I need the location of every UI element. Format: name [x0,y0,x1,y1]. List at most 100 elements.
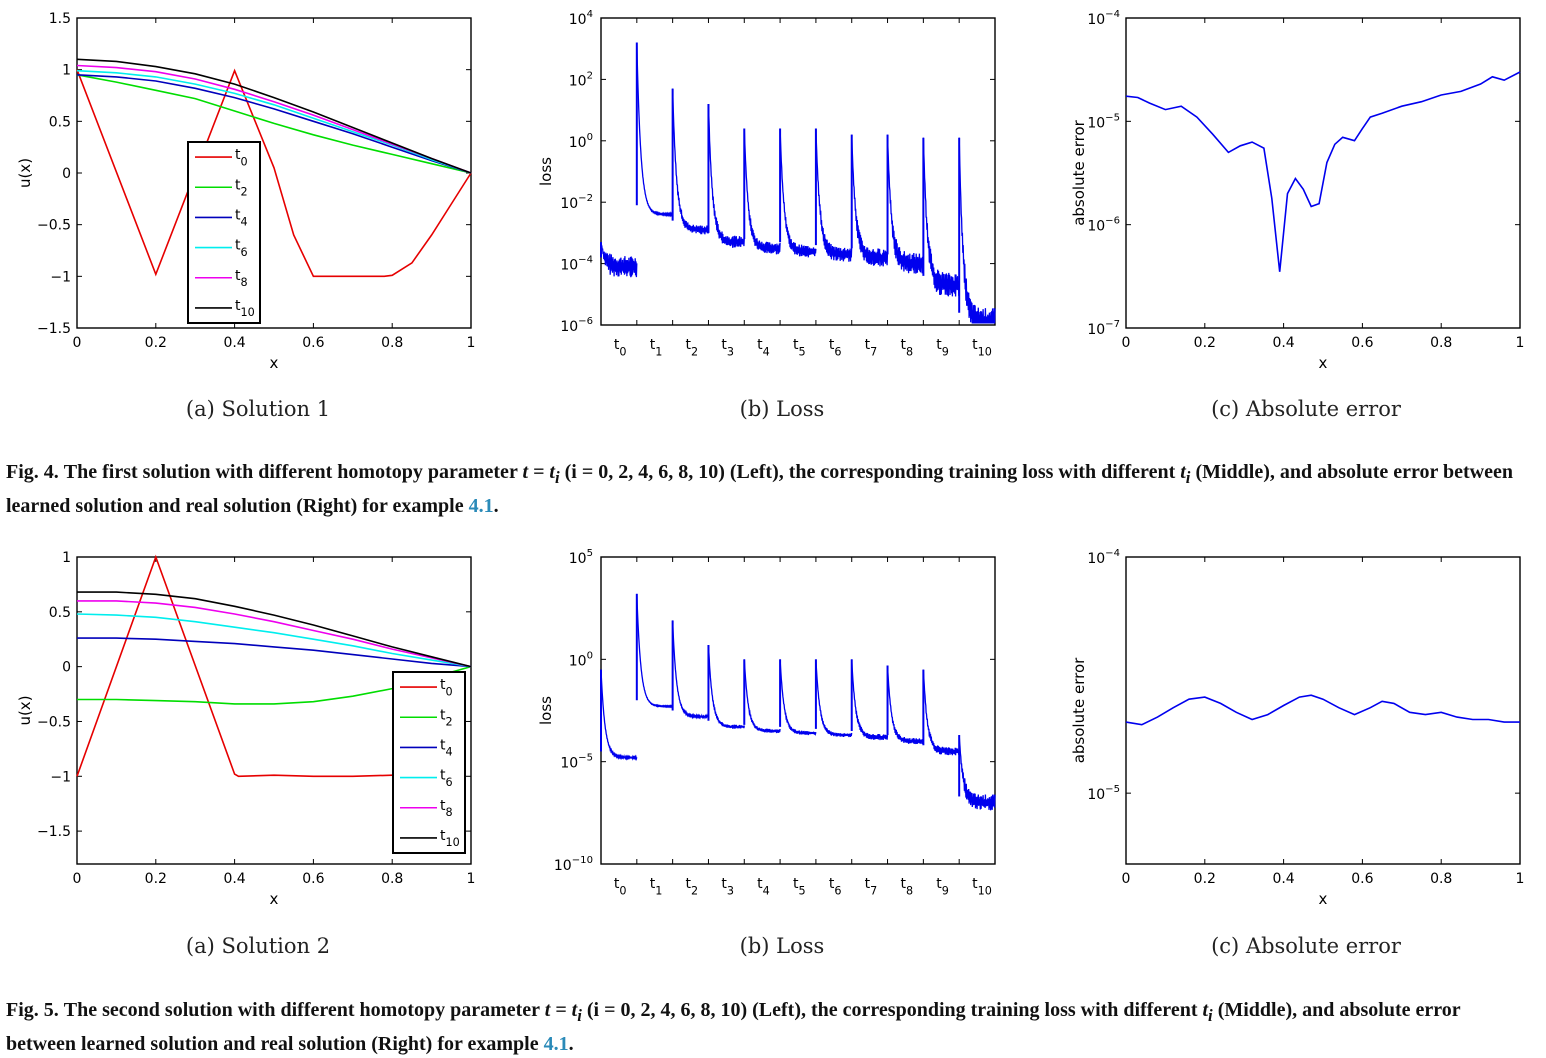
x-tick-label: 0.8 [381,871,403,887]
x-tick-label: 0.6 [1351,335,1373,351]
legend-label-t0: t0 [235,147,248,168]
loss-segment-10 [958,735,996,811]
y-axis-label: loss [537,157,555,186]
example-link[interactable]: 4.1 [543,1033,569,1055]
loss-segment-8 [886,134,925,274]
loss-segment-10 [958,137,996,324]
legend-label-t8: t8 [440,798,453,819]
x-tick-label: t4 [757,337,770,358]
chart-loss-2: 10−10 10−5 100 105 loss t0 t1 t2 t3 t4 t5 t6 t7 t8 t9 t… [537,548,996,897]
plot-frame [600,17,996,326]
x-tick-label: t5 [793,876,806,897]
loss-segment-0 [600,669,638,761]
caption-text: The first solution with different homoto… [6,461,1514,517]
legend-label-t6: t6 [440,768,453,789]
loss-segment-6 [815,659,853,738]
legend-label-t10: t10 [440,828,460,849]
loss-segment-9 [922,137,960,297]
x-tick-label: t9 [936,337,949,358]
example-link[interactable]: 4.1 [468,495,494,517]
figure-caption-5: Fig. 5. The second solution with differe… [6,996,1534,1058]
y-axis-label: u(x) [16,695,34,725]
y-tick-label: 0.5 [49,114,71,130]
legend-box [187,141,261,324]
x-tick-label: t10 [972,337,992,358]
plot-frame [1125,556,1521,865]
y-tick-label: 10−4 [1087,9,1120,28]
loss-segment-5 [779,128,817,258]
loss-segment-8 [886,665,925,745]
x-axis-label: x [1319,890,1328,908]
loss-segment-9 [922,669,960,756]
x-tick-label: 0.2 [145,335,167,351]
x-tick-label: 0 [73,871,82,887]
plot-frame [600,556,996,865]
y-tick-label: −1.5 [37,321,71,337]
subcaption-5a: (a) Solution 2 [185,934,331,958]
subcaption-4b: (b) Loss [739,397,825,421]
x-tick-label: t4 [757,876,770,897]
legend-label-t4: t4 [235,207,248,228]
chart-abs-error-2: 10−5 10−4 0 0.2 0.4 0.6 0.8 1 x absolute error [1070,548,1524,908]
legend-label-t6: t6 [235,238,248,259]
x-tick-label: t3 [721,876,734,897]
x-tick-label: t0 [614,337,627,358]
y-tick-label: 1.5 [49,11,71,27]
y-tick-label: −0.5 [37,714,71,730]
chart-abs-error-1: 10−7 10−6 10−5 10−4 0 0.2 0.4 0.6 0.8 1 x absolute … [1070,9,1525,372]
series-line-t4 [77,637,472,668]
x-tick-label: 1 [1516,335,1525,351]
x-tick-label: t7 [865,876,878,897]
series-line-t4 [76,74,472,174]
series-line-t0 [76,554,393,778]
series-line-t10 [76,58,472,174]
y-tick-label: 1 [62,63,71,79]
y-tick-label: 104 [569,9,593,28]
x-tick-label: t2 [686,337,699,358]
legend-label-t2: t2 [440,707,453,728]
y-tick-label: 1 [62,550,71,566]
chart-loss-1: 10−6 10−4 10−2 100 102 104 loss t0 t1 t2 t3 t4 t5 t6 t… [537,9,996,358]
x-tick-label: t10 [972,876,992,897]
y-tick-label: 105 [569,548,593,567]
legend-label-t8: t8 [235,268,248,289]
series-line-t8 [77,600,472,668]
x-tick-label: 0.8 [381,335,403,351]
x-tick-label: t7 [865,337,878,358]
y-tick-label: −1 [50,269,71,285]
series-line-t2 [76,74,472,174]
x-tick-label: t8 [900,337,913,358]
loss-segment-2 [671,88,710,235]
x-tick-label: t6 [829,876,842,897]
y-tick-label: −1.5 [37,824,71,840]
x-tick-label: t0 [614,876,627,897]
legend-label-t4: t4 [440,737,453,758]
y-tick-label: 10−7 [1087,319,1120,338]
loss-segment-7 [851,659,889,741]
x-tick-label: 0 [73,335,82,351]
x-tick-label: t8 [900,876,913,897]
series-line-t6 [76,69,472,174]
legend-label-t0: t0 [440,677,453,698]
y-tick-label: −0.5 [37,218,71,234]
loss-segment-0 [600,242,638,278]
caption-label: Fig. 4. [6,461,59,483]
y-tick-label: 100 [569,132,593,151]
y-tick-label: 0 [62,166,71,182]
x-tick-label: t6 [829,337,842,358]
x-tick-label: 0.8 [1430,335,1452,351]
subcaption-5b: (b) Loss [739,934,825,958]
loss-segment-1 [636,42,674,218]
legend-box [392,671,466,854]
x-tick-label: 0.2 [1194,335,1216,351]
y-axis-label: loss [537,696,555,725]
y-tick-label: 0 [62,660,71,676]
x-tick-label: 0.2 [1194,871,1216,887]
loss-segment-3 [707,103,745,248]
x-tick-label: 0.6 [302,335,324,351]
plot-frame [1125,17,1521,329]
subcaption-4a: (a) Solution 1 [185,397,331,421]
loss-segment-4 [743,659,781,734]
error-line [1125,71,1521,272]
x-axis-label: x [1319,354,1328,372]
